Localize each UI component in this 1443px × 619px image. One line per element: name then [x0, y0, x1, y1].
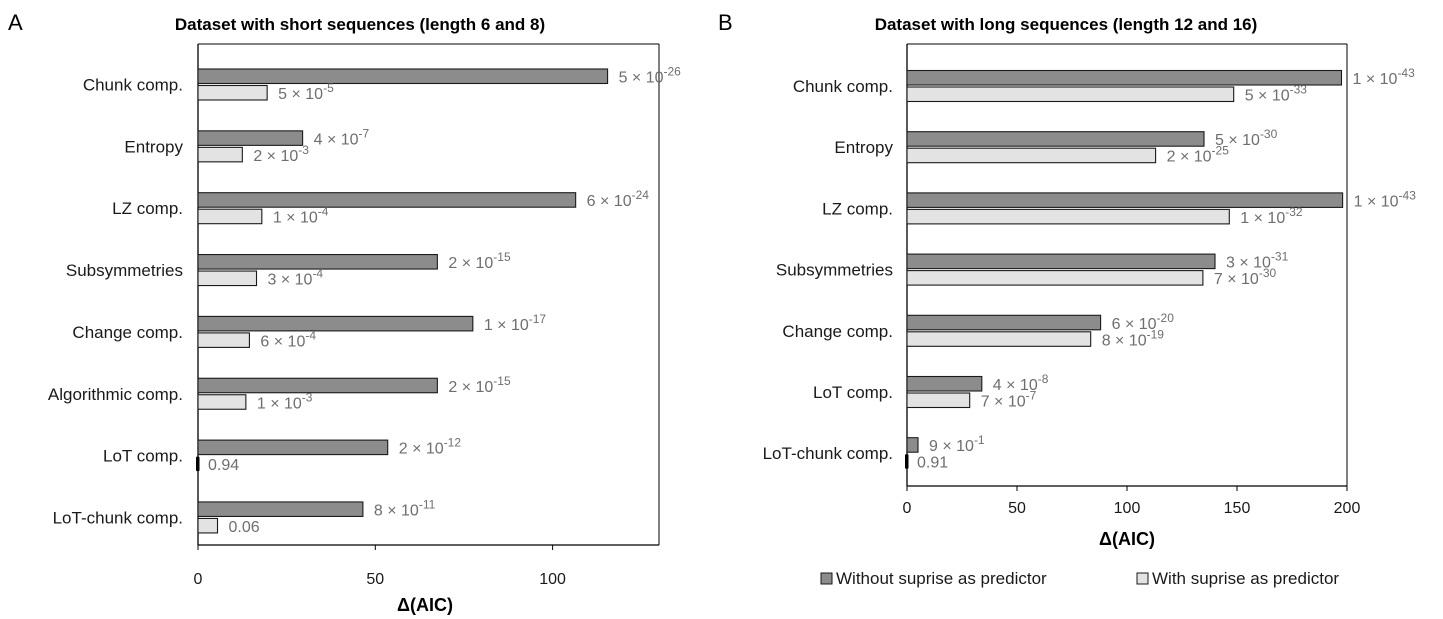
panel-b-category-label: Chunk comp. [793, 77, 893, 96]
panel-a-data-label: 1 × 10-17 [484, 312, 547, 334]
panel-b-bar-with [906, 86, 1235, 103]
panel-a-category-label: Subsymmetries [66, 261, 183, 280]
panel-a-bar-without [197, 130, 304, 146]
panel-a-data-label: 2 × 10-3 [253, 143, 309, 165]
panel-a-category-label: LZ comp. [112, 199, 183, 218]
panel-a-data-label: 4 × 10-7 [314, 126, 370, 148]
panel-a-bar-with [197, 270, 258, 287]
panel-a-category-label: LoT comp. [103, 447, 183, 466]
panel-a-title: Dataset with short sequences (length 6 a… [175, 15, 545, 34]
panel-b-category-label: LZ comp. [822, 199, 893, 218]
panel-a-bar-without [197, 192, 577, 208]
panel-a-bar-without [197, 501, 364, 518]
panel-b-category-label: LoT-chunk comp. [763, 444, 893, 463]
legend-label-without: Without suprise as predictor [836, 569, 1047, 588]
panel-a-category-label: Chunk comp. [83, 76, 183, 95]
panel-a-x-tick-label: 50 [366, 571, 384, 588]
panel-a-category-label: Entropy [124, 137, 183, 156]
panel-a-data-label: 1 × 10-4 [273, 205, 329, 227]
panel-a-bar-with [197, 84, 268, 101]
panel-a-x-tick-label: 100 [539, 571, 566, 588]
panel-b-x-tick-label: 50 [1008, 500, 1026, 517]
panel-b-bar-with [906, 208, 1230, 225]
panel-a-category-label: Algorithmic comp. [48, 385, 183, 404]
panel-b-data-label: 6 × 10-20 [1112, 311, 1175, 333]
panel-b-bar-with [906, 331, 1092, 347]
panel-b-bar-without [906, 69, 1343, 86]
panel-a-bar-without [197, 254, 438, 270]
panel-b-letter: B [718, 10, 733, 35]
panel-b-data-label: 4 × 10-8 [993, 372, 1049, 394]
panel-b-data-label: 1 × 10-32 [1240, 205, 1303, 227]
panel-b-data-label: 5 × 10-33 [1245, 83, 1308, 105]
panel-b-x-tick-label: 0 [903, 500, 912, 517]
legend-swatch-with [1136, 572, 1149, 585]
panel-a-x-tick-label: 0 [194, 571, 203, 588]
panel-b-data-label: 3 × 10-31 [1226, 250, 1289, 272]
panel-a-data-label: 3 × 10-4 [268, 267, 324, 289]
panel-a-data-label: 5 × 10-26 [619, 65, 682, 87]
panel-a-data-label: 6 × 10-24 [587, 188, 650, 210]
panel-b-data-label: 1 × 10-43 [1353, 66, 1416, 88]
panel-a-bar-without [197, 315, 474, 332]
panel-a-data-label: 2 × 10-12 [399, 436, 462, 458]
panel-b-chart: B Dataset with long sequences (length 12 … [718, 10, 1416, 549]
panel-b-bar-without [906, 192, 1344, 208]
panel-b-bar-without [906, 131, 1205, 147]
panel-a-letter: A [8, 10, 23, 35]
panel-b-title: Dataset with long sequences (length 12 a… [875, 15, 1258, 34]
panel-a-data-label: 0.94 [208, 457, 239, 474]
panel-a-bar-with [197, 332, 250, 348]
panel-a-bar-without [197, 377, 438, 394]
panel-b-category-label: Entropy [834, 138, 893, 157]
panel-a-x-axis-title: Δ(AIC) [397, 595, 453, 615]
panel-b-category-label: Change comp. [782, 322, 893, 341]
panel-b-category-label: LoT comp. [813, 383, 893, 402]
panel-b-bar-with [906, 392, 971, 409]
panel-a-data-label: 2 × 10-15 [448, 250, 511, 272]
panel-b-data-label: 0.91 [917, 455, 948, 472]
panel-b-data-label: 2 × 10-25 [1167, 144, 1230, 166]
panel-a-bar-with [197, 517, 219, 534]
panel-b-bar-without [906, 375, 983, 392]
panel-b-bar-with [906, 147, 1157, 164]
panel-a-bar-with [197, 208, 263, 225]
panel-b-bar-without [906, 253, 1216, 270]
panel-a-bar-with [196, 456, 200, 472]
legend: Without suprise as predictor With supris… [820, 569, 1339, 588]
panel-a-data-label: 5 × 10-5 [278, 81, 334, 103]
panel-a-bar-without [197, 68, 609, 85]
panel-a-bar-with [197, 394, 247, 410]
panel-a-category-label: LoT-chunk comp. [53, 508, 183, 527]
panel-b-bar-with [905, 454, 909, 469]
panel-b-category-label: Subsymmetries [776, 261, 893, 280]
panel-a-data-label: 2 × 10-15 [448, 374, 511, 396]
panel-a-data-label: 8 × 10-11 [374, 497, 436, 519]
panel-b-data-label: 1 × 10-43 [1354, 188, 1417, 210]
panel-b-bar-without [906, 314, 1102, 331]
panel-a-data-label: 6 × 10-4 [260, 328, 316, 350]
legend-swatch-without [820, 572, 833, 585]
panel-b-x-tick-label: 100 [1114, 500, 1141, 517]
panel-b-x-tick-label: 150 [1224, 500, 1251, 517]
panel-a-category-label: Change comp. [72, 323, 183, 342]
panel-b-bar-without [906, 437, 919, 453]
panel-a-bar-with [197, 146, 243, 163]
legend-label-with: With suprise as predictor [1152, 569, 1339, 588]
panel-a-data-label: 1 × 10-3 [257, 390, 313, 412]
panel-b-x-axis-title: Δ(AIC) [1099, 529, 1155, 549]
panel-a-chart: A Dataset with short sequences (length 6 … [8, 10, 681, 615]
panel-b-data-label: 9 × 10-1 [929, 433, 985, 455]
panel-b-bar-with [906, 270, 1204, 286]
panel-a-data-label: 0.06 [229, 519, 260, 536]
panel-a-bar-without [197, 439, 389, 456]
panel-b-data-label: 7 × 10-7 [981, 389, 1037, 411]
panel-b-x-tick-label: 200 [1334, 500, 1361, 517]
